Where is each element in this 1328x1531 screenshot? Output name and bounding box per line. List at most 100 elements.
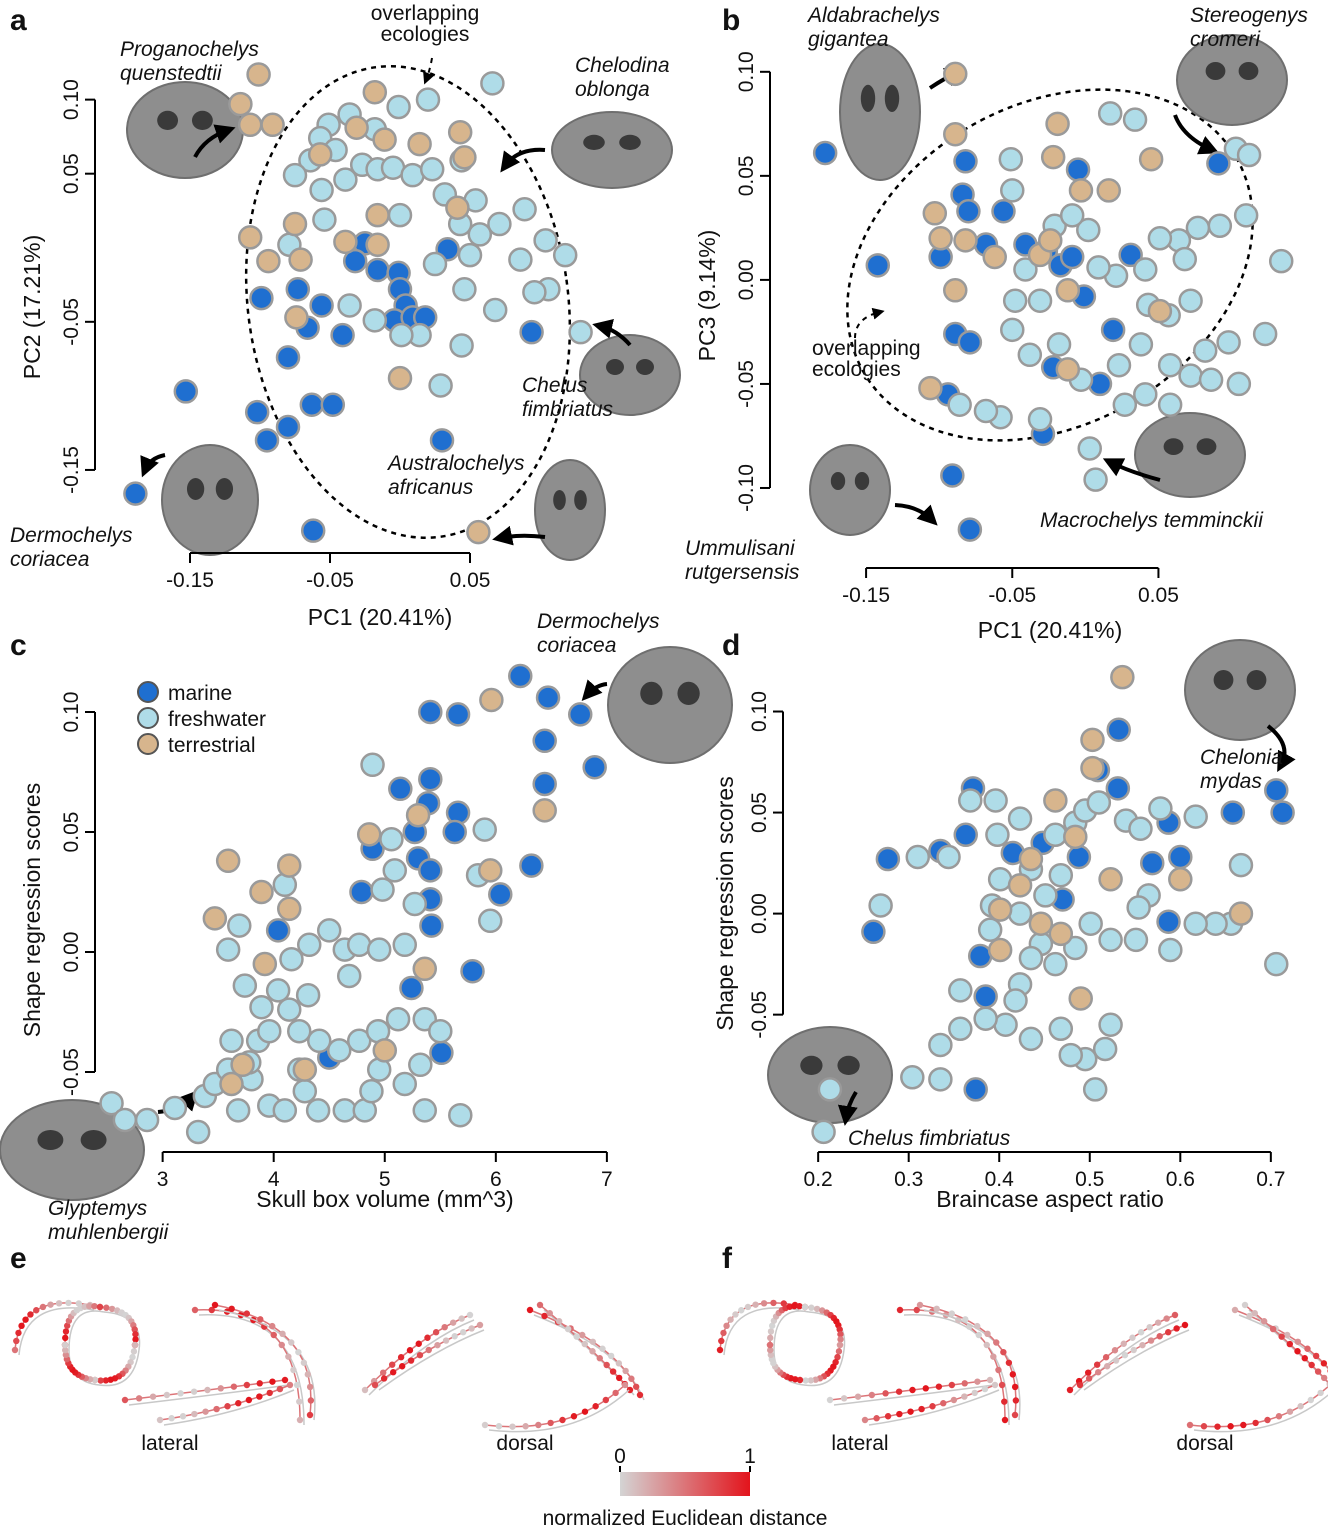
skull-image [810, 445, 890, 535]
point [367, 204, 389, 226]
landmark [633, 1384, 639, 1390]
landmark [307, 1384, 313, 1390]
point [1169, 846, 1191, 868]
point [420, 915, 442, 937]
point [358, 823, 380, 845]
y-tick-label: -0.05 [60, 1048, 83, 1096]
point [929, 1068, 951, 1090]
landmark [246, 1397, 252, 1403]
point [1050, 1018, 1072, 1040]
x-tick-label: -0.05 [306, 569, 354, 592]
landmark [13, 1338, 19, 1344]
landmark [1013, 1397, 1019, 1403]
x-tick-label: 0.7 [1256, 1168, 1285, 1191]
landmark [1252, 1310, 1258, 1316]
point [400, 977, 422, 999]
point [862, 921, 884, 943]
x-tick-label: 0.05 [450, 569, 491, 592]
landmark [718, 1338, 724, 1344]
point [394, 934, 416, 956]
skull-opening [861, 85, 875, 112]
landmark [745, 1304, 751, 1310]
point [419, 768, 441, 790]
point [1084, 1078, 1106, 1100]
point [1088, 256, 1110, 278]
landmark [808, 1305, 814, 1311]
point [248, 63, 270, 85]
wire [485, 1385, 625, 1427]
annotation: Stereogenys [1190, 4, 1308, 27]
point [1061, 204, 1083, 226]
landmark [599, 1346, 605, 1352]
point [986, 824, 1008, 846]
point [1034, 884, 1056, 906]
point [285, 306, 307, 328]
point [1134, 383, 1156, 405]
point [489, 883, 511, 905]
landmark [1252, 1420, 1258, 1426]
skull-opening [677, 682, 699, 705]
point [368, 939, 390, 961]
annotation: Australochelys [386, 452, 525, 475]
landmark [1012, 1412, 1018, 1418]
point [307, 1099, 329, 1121]
landmark [909, 1387, 915, 1393]
skull-opening [574, 490, 587, 510]
point [311, 295, 333, 317]
point [1187, 217, 1209, 239]
landmark [1001, 1398, 1007, 1404]
point [1070, 179, 1092, 201]
point [1174, 248, 1196, 270]
landmark [1165, 1329, 1171, 1335]
landmark [424, 1335, 430, 1341]
landmark [992, 1382, 998, 1388]
landmark [279, 1342, 285, 1348]
point [957, 200, 979, 222]
landmark [1315, 1368, 1321, 1374]
landmark [1287, 1341, 1293, 1347]
colorbar-label: normalized Euclidean distance [543, 1507, 828, 1530]
landmark [556, 1318, 562, 1324]
wire [1190, 1385, 1328, 1427]
landmark [1308, 1362, 1314, 1368]
point [453, 278, 475, 300]
x-tick-label: 7 [601, 1168, 613, 1191]
point [409, 133, 431, 155]
point [1009, 903, 1031, 925]
point [164, 1097, 186, 1119]
point [488, 213, 510, 235]
point [975, 1008, 997, 1030]
point [256, 429, 278, 451]
point [284, 164, 306, 186]
point [419, 701, 441, 723]
landmark [974, 1378, 980, 1384]
landmark [1302, 1355, 1308, 1361]
point [322, 394, 344, 416]
landmark [767, 1335, 773, 1341]
point [430, 1042, 452, 1064]
point [1125, 929, 1147, 951]
panel-letter: b [722, 4, 740, 37]
point [1254, 323, 1276, 345]
skull-opening [192, 111, 213, 130]
landmark [12, 1347, 18, 1353]
landmark [940, 1400, 946, 1406]
x-axis-title: Braincase aspect ratio [936, 1186, 1164, 1212]
wire [900, 1310, 1005, 1420]
point [985, 789, 1007, 811]
arrow [505, 150, 545, 166]
point [1265, 779, 1287, 801]
panel-letter: a [10, 4, 27, 37]
landmark [1276, 1413, 1282, 1419]
landmark [918, 1406, 924, 1412]
landmark [231, 1383, 237, 1389]
point [414, 958, 436, 980]
point [1272, 802, 1294, 824]
wire [195, 1310, 300, 1420]
landmark [308, 1397, 314, 1403]
landmark [622, 1382, 628, 1388]
point [1124, 109, 1146, 131]
landmark [407, 1347, 413, 1353]
landmark [767, 1342, 773, 1348]
point [229, 93, 251, 115]
